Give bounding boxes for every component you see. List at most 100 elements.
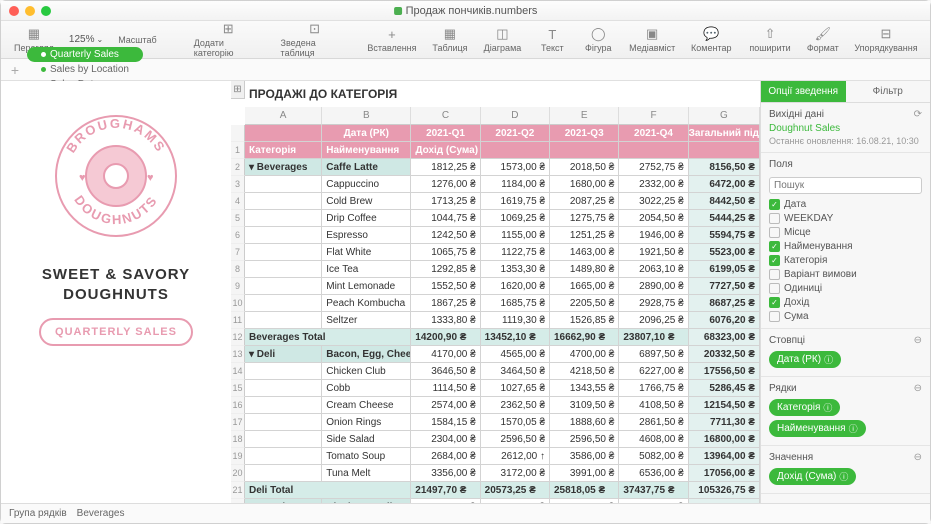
cell[interactable]: 1044,75 ₴ <box>411 210 480 227</box>
cell[interactable]: 4170,00 ₴ <box>411 346 480 363</box>
cell[interactable]: Espresso <box>322 227 411 244</box>
cell[interactable] <box>245 397 322 414</box>
cell[interactable]: 8156,50 ₴ <box>689 159 760 176</box>
cell[interactable]: 1665,00 ₴ <box>550 278 619 295</box>
header-cell[interactable]: Загальний під <box>689 125 760 142</box>
cell[interactable]: 1069,25 ₴ <box>481 210 550 227</box>
cell[interactable]: 5523,00 ₴ <box>689 244 760 261</box>
header-cell[interactable] <box>689 142 760 159</box>
pivot-options-tab[interactable]: Опції зведення <box>761 81 846 102</box>
cell[interactable]: Cream Cheese <box>322 397 411 414</box>
cell[interactable]: 14200,90 ₴ <box>411 329 480 346</box>
header-cell[interactable]: Дохід (Сума) <box>411 142 480 159</box>
cell[interactable]: 2153,25 ₴ <box>550 499 619 503</box>
cell[interactable]: 16662,90 ₴ <box>550 329 619 346</box>
sheet-tab[interactable]: Quarterly Sales <box>27 47 143 62</box>
cell[interactable]: Flat White <box>322 244 411 261</box>
field-item[interactable]: Варіант вимови <box>769 269 922 280</box>
value-pill[interactable]: Дохід (Сума)ⓘ <box>769 468 856 485</box>
checkbox-icon[interactable] <box>769 227 780 238</box>
cell[interactable] <box>245 278 322 295</box>
cell[interactable]: 2861,50 ₴ <box>619 414 688 431</box>
checkbox-icon[interactable] <box>769 269 780 280</box>
cell[interactable]: 7711,30 ₴ <box>689 414 760 431</box>
cell[interactable]: Chicken Club <box>322 363 411 380</box>
cell[interactable]: 1242,50 ₴ <box>411 227 480 244</box>
cell[interactable]: 4565,00 ₴ <box>481 346 550 363</box>
cell[interactable]: 1776,50 ₴ <box>411 499 480 503</box>
cell[interactable]: 1921,50 ₴ <box>619 244 688 261</box>
cell[interactable]: 1343,55 ₴ <box>550 380 619 397</box>
checkbox-icon[interactable] <box>769 283 780 294</box>
cell[interactable]: 1114,50 ₴ <box>411 380 480 397</box>
col-header[interactable]: A <box>245 107 322 125</box>
cell[interactable]: 1619,75 ₴ <box>481 193 550 210</box>
cell[interactable]: 1584,15 ₴ <box>411 414 480 431</box>
cell[interactable]: Bacon, Egg, Cheese <box>322 346 411 363</box>
row-pill[interactable]: Категорія ⓘ <box>769 399 840 416</box>
field-item[interactable]: Сума <box>769 311 922 322</box>
cell[interactable]: 1155,00 ₴ <box>481 227 550 244</box>
media-button[interactable]: ▣Медіавміст <box>622 24 682 55</box>
cell[interactable]: 2574,00 ₴ <box>411 397 480 414</box>
cell[interactable]: 1740,75 ₴ <box>481 499 550 503</box>
cell[interactable]: 20573,25 ₴ <box>481 482 550 499</box>
field-search-input[interactable] <box>769 177 922 194</box>
cell[interactable]: 23807,10 ₴ <box>619 329 688 346</box>
cell[interactable]: 1275,75 ₴ <box>550 210 619 227</box>
cell[interactable]: 2304,00 ₴ <box>411 431 480 448</box>
cell[interactable]: 1946,00 ₴ <box>619 227 688 244</box>
cell[interactable]: 5286,45 ₴ <box>689 380 760 397</box>
header-cell[interactable] <box>619 142 688 159</box>
cell[interactable] <box>245 244 322 261</box>
field-item[interactable]: Одиниці <box>769 283 922 294</box>
cell[interactable]: 3172,00 ₴ <box>481 465 550 482</box>
cell[interactable] <box>245 465 322 482</box>
maximize-icon[interactable] <box>41 6 51 16</box>
cell[interactable]: 21497,70 ₴ <box>411 482 480 499</box>
cell[interactable]: 2362,50 ₴ <box>481 397 550 414</box>
cell[interactable]: 1119,30 ₴ <box>481 312 550 329</box>
cell[interactable]: ▾ Doughnuts <box>245 499 322 503</box>
spreadsheet[interactable]: ⊞ ПРОДАЖІ ДО КАТЕГОРІЯ ABCDEFG Дата (РК)… <box>231 81 760 503</box>
checkbox-icon[interactable] <box>769 311 780 322</box>
cell[interactable]: ▾ Deli <box>245 346 322 363</box>
cell[interactable]: 2018,50 ₴ <box>550 159 619 176</box>
filter-tab[interactable]: Фільтр <box>846 81 931 102</box>
cell[interactable] <box>245 261 322 278</box>
cell[interactable] <box>245 431 322 448</box>
cell[interactable]: 5082,00 ₴ <box>619 448 688 465</box>
cell[interactable]: 4218,50 ₴ <box>550 363 619 380</box>
sheet-corner[interactable]: ⊞ <box>231 81 245 99</box>
cell[interactable]: 1573,00 ₴ <box>481 159 550 176</box>
col-header[interactable]: B <box>322 107 411 125</box>
cell[interactable]: Blueberry Jelly <box>322 499 411 503</box>
cell[interactable]: 68323,00 ₴ <box>689 329 760 346</box>
quarterly-sales-button[interactable]: QUARTERLY SALES <box>39 318 193 346</box>
checkbox-icon[interactable]: ✓ <box>769 255 780 266</box>
cell[interactable]: 3586,00 ₴ <box>550 448 619 465</box>
share-button[interactable]: ⇧поширити <box>742 24 797 55</box>
cell[interactable]: 3991,00 ₴ <box>550 465 619 482</box>
cell[interactable] <box>245 312 322 329</box>
cell[interactable]: Caffe Latte <box>322 159 411 176</box>
cell[interactable]: 4608,00 ₴ <box>619 431 688 448</box>
cell[interactable]: Cappuccino <box>322 176 411 193</box>
cell[interactable]: 7727,50 ₴ <box>689 278 760 295</box>
cell[interactable]: 1552,50 ₴ <box>411 278 480 295</box>
cell[interactable]: 37437,75 ₴ <box>619 482 688 499</box>
cell[interactable]: 17556,50 ₴ <box>689 363 760 380</box>
cell[interactable]: 16800,00 ₴ <box>689 431 760 448</box>
add-category-button[interactable]: ⊞Додати категорію <box>186 19 271 60</box>
col-header[interactable]: F <box>619 107 688 125</box>
cell[interactable]: 1620,00 ₴ <box>481 278 550 295</box>
cell[interactable]: 1680,00 ₴ <box>550 176 619 193</box>
cell[interactable]: 1685,75 ₴ <box>481 295 550 312</box>
chart-button[interactable]: ◫Діаграма <box>477 24 529 55</box>
cell[interactable]: 6199,05 ₴ <box>689 261 760 278</box>
cell[interactable]: 1251,25 ₴ <box>550 227 619 244</box>
cell[interactable] <box>245 380 322 397</box>
header-cell[interactable]: Найменування <box>322 142 411 159</box>
cell[interactable]: 1292,85 ₴ <box>411 261 480 278</box>
cell[interactable]: 4108,50 ₴ <box>619 397 688 414</box>
